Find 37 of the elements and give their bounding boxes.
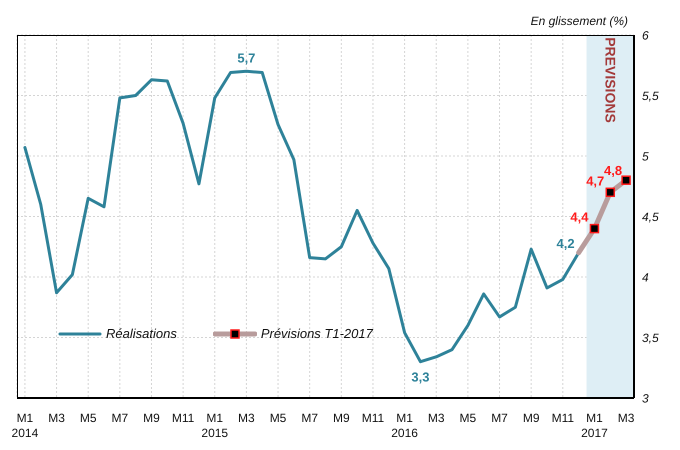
data-label: 5,7 (237, 50, 256, 66)
x-tick-label: M1 2017 (581, 411, 608, 440)
x-tick-label: M1 2014 (12, 411, 39, 440)
x-tick-label: M3 (618, 411, 635, 425)
x-tick-label: M7 (491, 411, 508, 425)
x-tick-label: M3 (238, 411, 256, 425)
y-tick-label: 5 (642, 149, 649, 164)
x-tick-label: M5 (460, 411, 477, 425)
x-tick-label: M5 (80, 411, 97, 425)
x-tick-label: M7 (111, 411, 128, 425)
y-tick-label: 3 (642, 391, 649, 406)
legend-label: Réalisations (106, 326, 177, 341)
legend-label: Prévisions T1-2017 (260, 326, 373, 341)
y-axis-title: En glissement (%) (530, 14, 628, 28)
x-tick-label: M9 (522, 411, 540, 425)
y-tick-label: 4,5 (642, 210, 660, 224)
data-label: 4,4 (570, 210, 590, 225)
x-tick-label: M7 (301, 411, 318, 425)
x-tick-label: M3 (48, 411, 66, 425)
data-label: 4,7 (586, 173, 604, 188)
y-tick-label: 5,5 (642, 88, 660, 103)
y-tick-label: 3,5 (642, 330, 660, 345)
data-label: 3,3 (411, 370, 430, 385)
x-tick-label: M9 (332, 411, 350, 425)
data-label: 4,8 (604, 163, 622, 178)
y-tick-label: 4 (642, 270, 649, 284)
x-tick-label: M9 (143, 411, 160, 425)
x-tick-label: M11 (362, 411, 385, 425)
x-tick-label: M3 (428, 411, 445, 425)
x-tick-label: M11 (552, 411, 574, 425)
x-tick-label: M1 2015 (201, 411, 228, 440)
x-tick-label: M1 2016 (391, 411, 418, 440)
y-tick-label: 6 (642, 28, 649, 42)
data-label: 4,2 (556, 236, 575, 251)
x-tick-label: M5 (270, 411, 287, 425)
x-tick-label: M11 (172, 411, 195, 425)
band-label: PREVISIONS (602, 37, 618, 123)
